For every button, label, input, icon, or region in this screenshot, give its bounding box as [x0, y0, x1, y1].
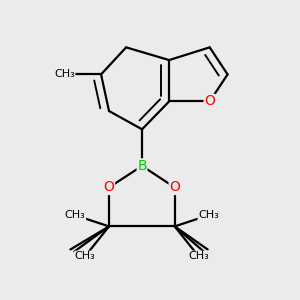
Text: O: O: [169, 180, 180, 194]
Text: CH₃: CH₃: [54, 69, 75, 80]
Text: CH₃: CH₃: [188, 251, 209, 261]
Text: O: O: [204, 94, 215, 109]
Text: B: B: [137, 159, 147, 173]
Text: CH₃: CH₃: [75, 251, 95, 261]
Text: CH₃: CH₃: [65, 210, 85, 220]
Text: CH₃: CH₃: [198, 210, 219, 220]
Text: O: O: [103, 180, 115, 194]
